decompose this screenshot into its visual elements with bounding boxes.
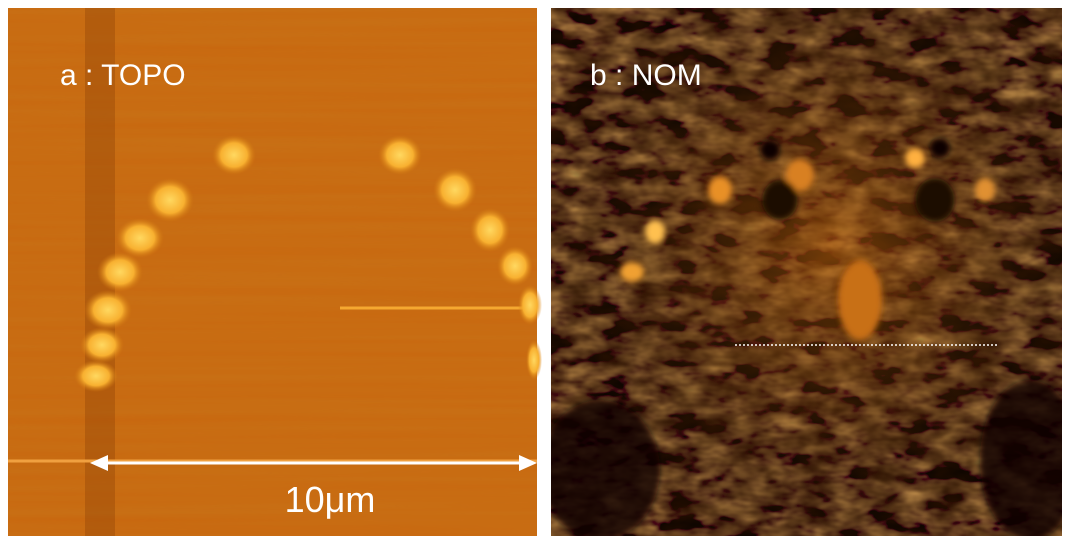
particle: [470, 208, 510, 252]
figure: 10μm a : TOPO b : NOM: [0, 0, 1070, 543]
scale-label: 10μm: [285, 479, 376, 520]
spot: [708, 176, 732, 204]
particle: [433, 168, 477, 212]
panel-label: a : TOPO: [60, 59, 186, 92]
panel-a: 10μm a : TOPO: [8, 8, 542, 536]
panel-b: b : NOM: [540, 8, 1070, 540]
page: 10μm a : TOPO b : NOM (() => { const dat…: [0, 0, 1070, 543]
particle: [212, 135, 256, 175]
dark-region: [540, 400, 660, 540]
particle: [74, 360, 118, 392]
particle: [518, 285, 542, 325]
spot: [620, 262, 644, 282]
panel-label: b : NOM: [590, 59, 702, 92]
particle: [116, 218, 164, 258]
spot: [905, 148, 925, 168]
dark-spot: [915, 178, 955, 222]
particle: [84, 290, 132, 330]
particle: [378, 135, 422, 175]
spot: [838, 260, 882, 340]
dark-spot: [762, 180, 798, 220]
spot: [975, 178, 995, 202]
spot: [645, 220, 665, 244]
dark-spot: [760, 140, 780, 160]
particle: [80, 327, 124, 363]
dark-spot: [930, 138, 950, 158]
particle: [146, 178, 194, 222]
particle: [526, 340, 542, 380]
particle: [97, 252, 143, 292]
particle: [497, 246, 533, 286]
